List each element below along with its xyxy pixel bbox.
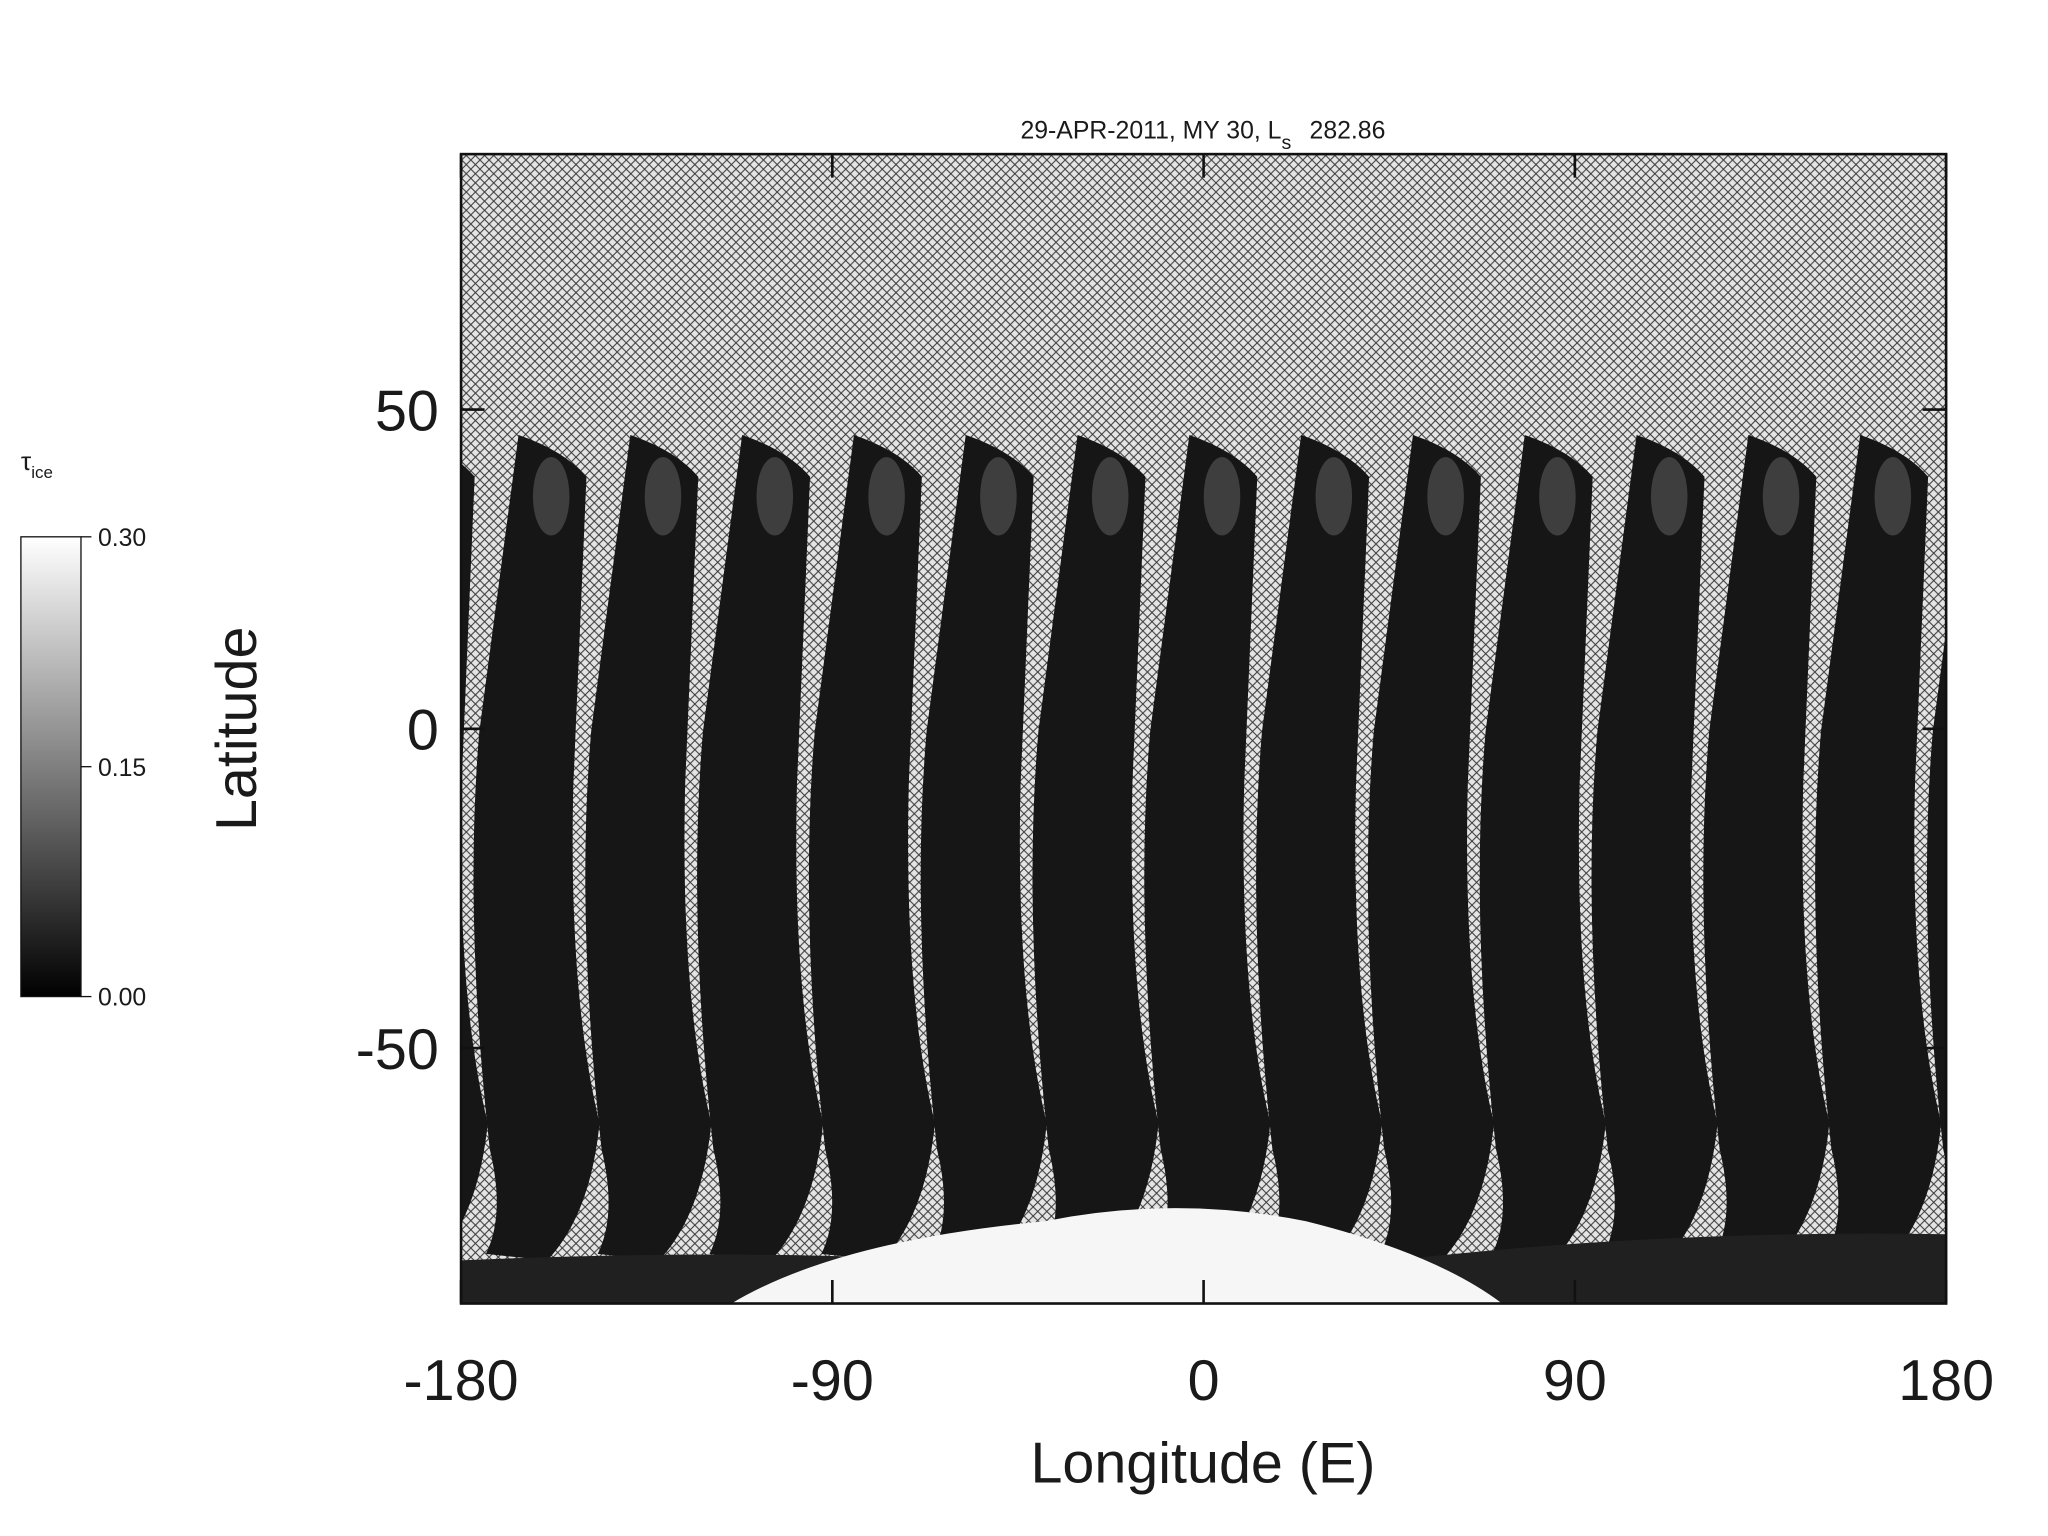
swath-highlight [1986, 457, 2023, 535]
swath-highlight [1539, 457, 1576, 536]
colorbar [20, 536, 82, 998]
colorbar-tick-label: 0.30 [98, 525, 146, 552]
chart-title: 29-APR-2011, MY 30, Ls 282.86 [1020, 117, 1385, 153]
x-tick-label: -90 [791, 1349, 874, 1413]
swath-highlight [1762, 457, 1800, 536]
map-image [421, 154, 2023, 1304]
swath [461, 463, 488, 1224]
swath [1367, 434, 1494, 1261]
y-tick-label: -50 [356, 1018, 439, 1082]
swath-highlight [1203, 457, 1241, 536]
swath-highlight [980, 457, 1017, 536]
x-tick-label: -180 [404, 1349, 519, 1413]
x-tick-label: 180 [1898, 1349, 1994, 1413]
swath-highlight [1427, 457, 1464, 536]
y-axis-label: Latitude [205, 627, 269, 831]
x-tick-label: 90 [1543, 1349, 1607, 1413]
swath [473, 434, 600, 1261]
swath-highlight [421, 457, 458, 535]
x-tick-label: 0 [1188, 1349, 1220, 1413]
y-tick-label: 50 [375, 379, 439, 443]
polar-cap [731, 1208, 1503, 1304]
swath-highlight [756, 457, 794, 536]
swath [585, 434, 712, 1261]
swath [1591, 434, 1718, 1261]
swath-highlight [532, 457, 570, 536]
colorbar-label: τice [21, 446, 53, 482]
swath-highlight [1315, 457, 1353, 536]
swath [1703, 434, 1830, 1261]
swath [920, 434, 1047, 1261]
swath [808, 434, 935, 1261]
y-tick-label: 0 [407, 699, 439, 763]
swath [1032, 434, 1159, 1261]
swath [1479, 434, 1606, 1261]
colorbar-tick-label: 0.15 [98, 755, 146, 782]
swath [1926, 630, 1947, 1255]
x-axis-label: Longitude (E) [1030, 1431, 1375, 1495]
swath-highlight [644, 457, 682, 536]
swath [697, 434, 824, 1261]
swath [1256, 434, 1383, 1261]
swath-highlight [1874, 457, 1912, 536]
swath [1144, 434, 1271, 1261]
swath [1815, 434, 1942, 1261]
swath-highlight [1091, 457, 1129, 536]
swath-highlight [1650, 457, 1688, 536]
swath-highlight [868, 457, 905, 536]
colorbar-tick-label: 0.00 [98, 985, 146, 1012]
